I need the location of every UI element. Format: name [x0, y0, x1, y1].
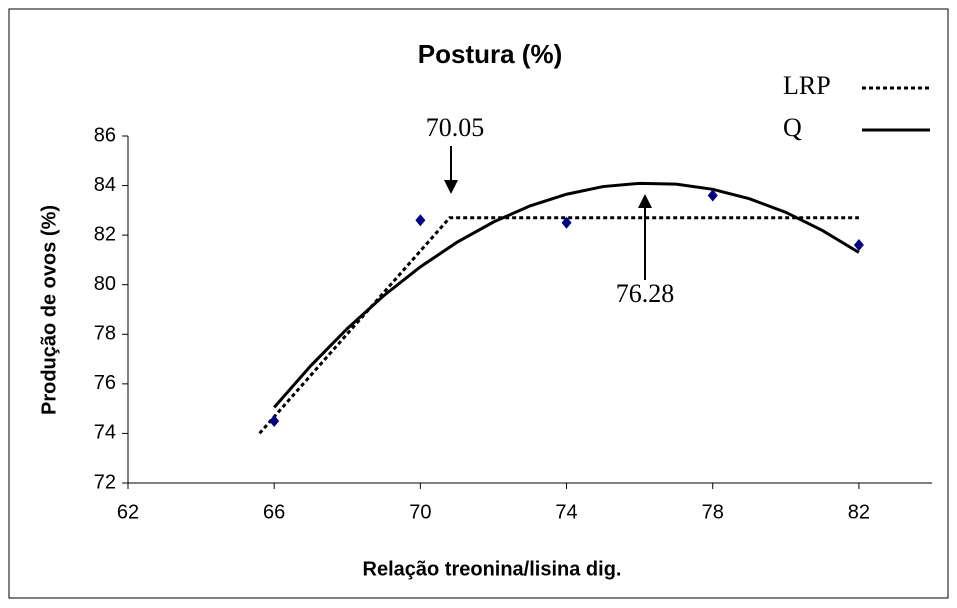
line-series [273, 181, 860, 409]
annotation: 70.05 [426, 113, 485, 142]
annotation: 76.28 [616, 279, 675, 308]
y-tick-label: 80 [94, 273, 116, 295]
y-axis-label: Produção de ovos (%) [38, 205, 60, 415]
data-point [269, 415, 280, 428]
x-tick-label: 70 [409, 501, 431, 523]
y-tick-label: 74 [94, 422, 116, 444]
data-point [707, 189, 718, 202]
annotation-arrowhead [444, 180, 458, 194]
chart-title: Postura (%) [418, 39, 562, 69]
y-tick-label: 84 [94, 174, 116, 196]
annotation-arrowhead [638, 194, 652, 208]
x-tick-label: 62 [117, 501, 139, 523]
x-tick-label: 66 [263, 501, 285, 523]
y-tick-label: 82 [94, 223, 116, 245]
data-point [561, 216, 572, 229]
data-point [853, 239, 864, 252]
y-tick-label: 78 [94, 323, 116, 345]
x-tick-label: 74 [555, 501, 577, 523]
x-tick-label: 82 [848, 501, 870, 523]
x-axis-label: Relação treonina/lisina dig. [363, 558, 622, 580]
y-tick-label: 76 [94, 372, 116, 394]
line-series [258, 216, 859, 435]
legend-label: LRP [783, 71, 831, 100]
y-tick-label: 86 [94, 124, 116, 146]
chart-frame [8, 8, 949, 599]
x-tick-label: 78 [702, 501, 724, 523]
y-tick-label: 72 [94, 471, 116, 493]
legend-label: Q [783, 113, 802, 142]
data-point [415, 214, 426, 227]
